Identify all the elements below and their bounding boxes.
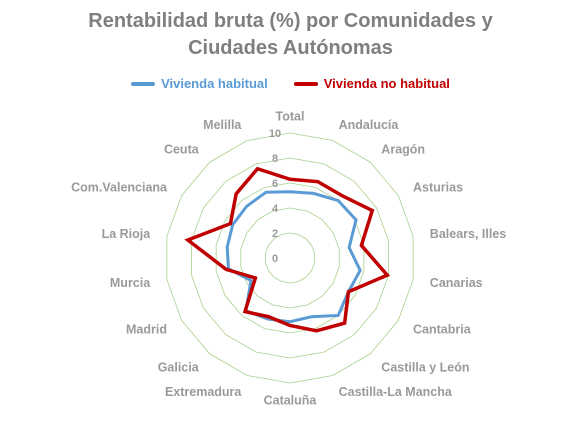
category-label-galicia: Galicia	[158, 360, 200, 374]
category-label-melilla: Melilla	[203, 118, 242, 132]
legend-label-vivienda-no-habitual: Vivienda no habitual	[323, 76, 450, 91]
grid-ring-4	[240, 207, 340, 309]
legend-label-vivienda-habitual: Vivienda habitual	[161, 76, 268, 91]
legend-swatch-vivienda-habitual	[131, 81, 156, 86]
series-line-vivienda-habitual	[225, 190, 362, 324]
category-label-la-rioja: La Rioja	[102, 227, 152, 241]
category-label-murcia: Murcia	[110, 276, 151, 290]
legend-swatch-vivienda-no-habitual	[293, 81, 318, 86]
category-label-total: Total	[276, 110, 305, 124]
tick-label-0: 0	[272, 253, 278, 265]
radar-series	[184, 166, 391, 333]
tick-label-2: 2	[272, 228, 278, 240]
grid-ring-8	[191, 157, 389, 359]
radar-grid	[166, 132, 414, 384]
chart-title: Rentabilidad bruta (%) por Comunidades y…	[0, 8, 581, 62]
category-label-extremadura: Extremadura	[165, 385, 242, 399]
grid-ring-10	[166, 132, 414, 384]
category-label-canarias: Canarias	[430, 276, 483, 290]
category-label-castilla-y-leon: Castilla y León	[381, 360, 469, 374]
category-label-castilla-la-mancha: Castilla-La Mancha	[339, 385, 453, 399]
tick-label-6: 6	[272, 178, 278, 190]
category-label-com-valenciana: Com.Valenciana	[71, 181, 168, 195]
tick-label-4: 4	[272, 203, 279, 215]
category-label-madrid: Madrid	[126, 323, 167, 337]
category-label-cataluna: Cataluña	[264, 394, 318, 408]
series-line-vivienda-no-habitual	[184, 166, 391, 333]
legend-item-vivienda-no-habitual: Vivienda no habitual	[293, 76, 450, 91]
legend-item-vivienda-habitual: Vivienda habitual	[131, 76, 268, 91]
grid-ring-2	[264, 232, 316, 284]
category-labels: Total Andalucía Aragón Asturias Balears, Ill…	[71, 110, 506, 408]
category-label-balears-illes: Balears, Illes	[430, 227, 506, 241]
legend: Vivienda habitual Vivienda no habitual	[0, 76, 581, 91]
chart-title-line-1: Rentabilidad bruta (%) por Comunidades y	[88, 10, 493, 32]
category-label-aragon: Aragón	[381, 143, 425, 157]
tick-label-10: 10	[269, 128, 281, 140]
category-label-andalucia: Andalucía	[339, 118, 400, 132]
chart-title-line-2: Ciudades Autónomas	[188, 37, 393, 59]
category-label-cantabria: Cantabria	[413, 323, 472, 337]
tick-label-8: 8	[272, 153, 278, 165]
radial-tick-labels: 0 2 4 6 8 10	[269, 128, 281, 265]
category-label-ceuta: Ceuta	[164, 143, 200, 157]
category-label-asturias: Asturias	[413, 181, 463, 195]
